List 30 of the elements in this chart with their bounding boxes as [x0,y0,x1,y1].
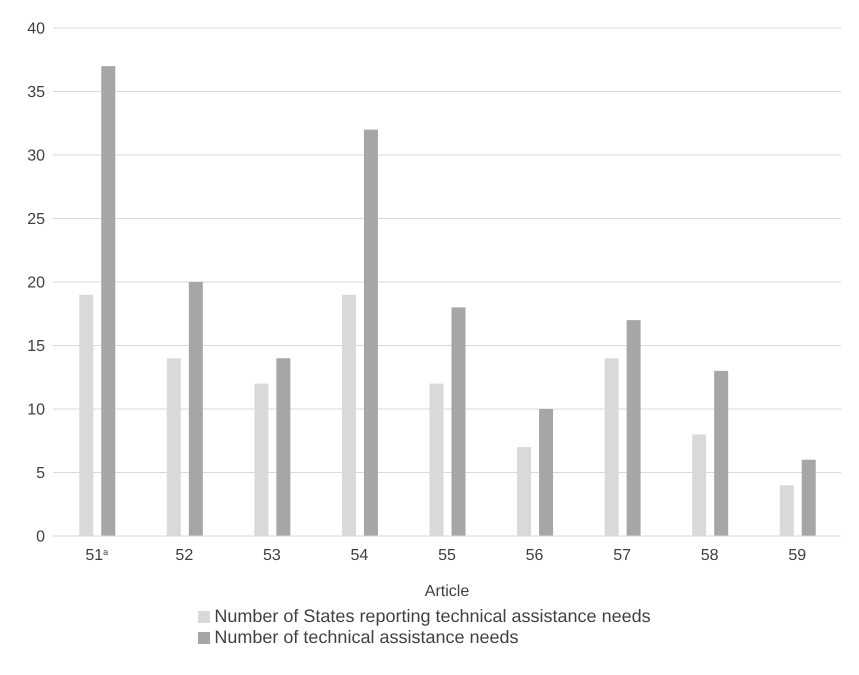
legend-label: Number of States reporting technical assistance needs [214,606,651,626]
bar [626,320,641,536]
x-tick-label: 53 [262,547,281,564]
x-tick-label: 55 [438,547,456,564]
x-tick-label: 52 [175,547,194,564]
x-axis-title: Article [424,583,470,600]
y-tick-label: 5 [36,465,46,482]
y-tick-label: 40 [27,20,46,38]
y-tick-label: 15 [27,338,46,356]
bar [451,307,466,536]
bar [539,409,554,536]
y-tick-label: 20 [27,274,46,292]
bar [714,370,728,536]
y-tick-label: 35 [27,84,46,102]
bar [364,130,378,536]
bar [802,460,816,536]
bar [276,358,290,536]
y-tick-label: 30 [27,148,46,165]
x-tick-label: 57 [613,547,632,564]
y-tick-label: 10 [27,402,46,419]
bar [188,282,203,536]
y-tick-label: 0 [36,528,46,546]
x-tick-label: 58 [700,547,719,564]
legend-label: Number of technical assistance needs [214,627,519,647]
y-tick-label: 25 [27,211,46,228]
x-tick-label: 59 [788,547,806,564]
x-tick-label: 51$^{a}$ [85,547,108,564]
bar [101,66,116,536]
x-tick-label: 54 [350,547,368,564]
x-tick-label: 56 [526,547,544,564]
